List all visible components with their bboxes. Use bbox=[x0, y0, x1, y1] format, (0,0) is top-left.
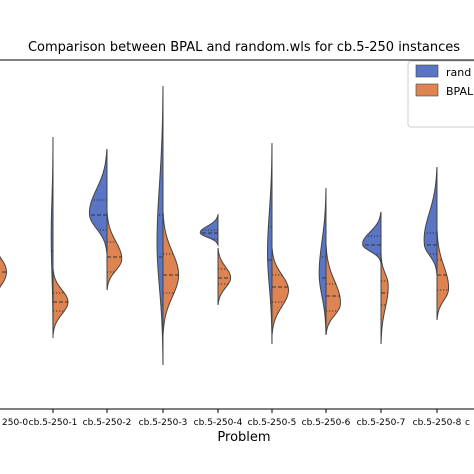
x-tick-label-5: cb.5-250-5 bbox=[248, 418, 297, 428]
chart-title: Comparison between BPAL and random.wls f… bbox=[28, 40, 460, 55]
violin-half-random-2 bbox=[88, 148, 108, 255]
violin-half-bpal-2 bbox=[106, 211, 123, 291]
violin-half-bpal-5 bbox=[271, 247, 289, 336]
legend: rand BPAL bbox=[407, 60, 474, 128]
x-tick-label-3: cb.5-250-3 bbox=[139, 418, 188, 428]
violin-half-random-3 bbox=[156, 85, 164, 366]
violin-half-random-6 bbox=[318, 187, 327, 336]
legend-label-random: rand bbox=[446, 66, 471, 79]
violin-half-bpal-7 bbox=[380, 253, 389, 345]
x-tick-label-6: cb.5-250-6 bbox=[302, 418, 351, 428]
x-tick-label-4: cb.5-250-4 bbox=[194, 418, 243, 428]
violin-half-random-5 bbox=[267, 142, 273, 345]
x-tick-group: 250-0 cb.5-250-1 cb.5-250-2 cb.5-250-3 cb.5-… bbox=[2, 409, 470, 428]
x-tick-label-0: 250-0 bbox=[2, 418, 28, 428]
violin-half-bpal-6 bbox=[325, 244, 341, 336]
legend-swatch-bpal bbox=[415, 83, 439, 97]
x-tick-label-9: c bbox=[465, 418, 470, 428]
violin-half-bpal-3 bbox=[162, 211, 180, 336]
x-tick-label-1: cb.5-250-1 bbox=[29, 418, 78, 428]
violin-group bbox=[0, 85, 450, 366]
x-tick-label-7: cb.5-250-7 bbox=[357, 418, 406, 428]
x-tick-label-2: cb.5-250-2 bbox=[83, 418, 132, 428]
x-axis-label: Problem bbox=[217, 430, 270, 445]
violin-half-bpal-4 bbox=[217, 247, 232, 306]
legend-label-bpal: BPAL bbox=[446, 85, 474, 98]
x-tick-label-8: cb.5-250-8 bbox=[413, 418, 462, 428]
violin-half-bpal-8 bbox=[436, 229, 450, 321]
violin-half-random-8 bbox=[423, 166, 438, 276]
legend-frame bbox=[407, 60, 474, 128]
legend-swatch-random bbox=[415, 64, 439, 78]
violin-half-random-7 bbox=[362, 211, 382, 264]
